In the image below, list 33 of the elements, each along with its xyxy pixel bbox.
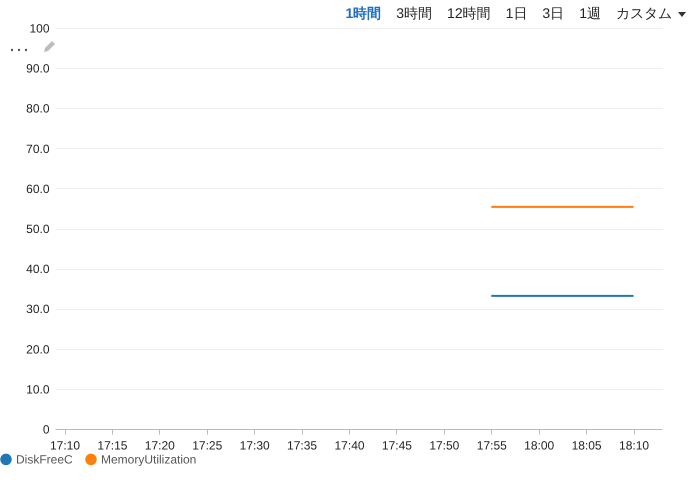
text: 1日 bbox=[506, 5, 528, 23]
x-tick-label: 18:00 bbox=[524, 438, 555, 452]
x-tick-label: 17:50 bbox=[429, 438, 460, 452]
y-tick-label: 40.0 bbox=[26, 262, 50, 276]
y-tick-label: 30.0 bbox=[26, 302, 50, 316]
legend-label: MemoryUtilization bbox=[101, 452, 196, 466]
text: 1週 bbox=[579, 5, 601, 23]
y-tick-label: 10.0 bbox=[26, 382, 50, 396]
x-tick-label: 18:10 bbox=[619, 438, 650, 452]
text: 1時間 bbox=[345, 5, 382, 23]
x-tick-label: 17:40 bbox=[334, 438, 365, 452]
x-tick-label: 17:10 bbox=[50, 438, 80, 452]
y-tick-label: 20.0 bbox=[26, 342, 50, 356]
text: カスタム bbox=[616, 5, 672, 23]
x-tick-label: 17:45 bbox=[382, 438, 412, 452]
y-tick-label: 0 bbox=[42, 422, 50, 436]
x-tick-label: 17:55 bbox=[476, 438, 508, 452]
text: 3日 bbox=[542, 5, 564, 23]
x-tick-label: 17:30 bbox=[240, 438, 270, 452]
x-tick-label: 17:35 bbox=[287, 438, 318, 452]
text: 12時間 bbox=[447, 5, 491, 23]
x-tick-label: 18:05 bbox=[572, 438, 602, 452]
y-tick-label: 80.0 bbox=[26, 102, 50, 116]
y-tick-label: 100 bbox=[29, 22, 50, 36]
y-tick-label: 50.0 bbox=[26, 222, 50, 236]
text: 3時間 bbox=[396, 5, 432, 23]
y-tick-label: 90.0 bbox=[26, 62, 50, 76]
y-tick-label: 70.0 bbox=[26, 142, 50, 156]
y-tick-label: 60.0 bbox=[26, 182, 50, 196]
x-tick-label: 17:25 bbox=[192, 438, 223, 452]
x-tick-label: 17:20 bbox=[144, 438, 176, 452]
legend-label: DiskFreeC bbox=[16, 452, 74, 466]
x-tick-label: 17:15 bbox=[97, 438, 128, 452]
